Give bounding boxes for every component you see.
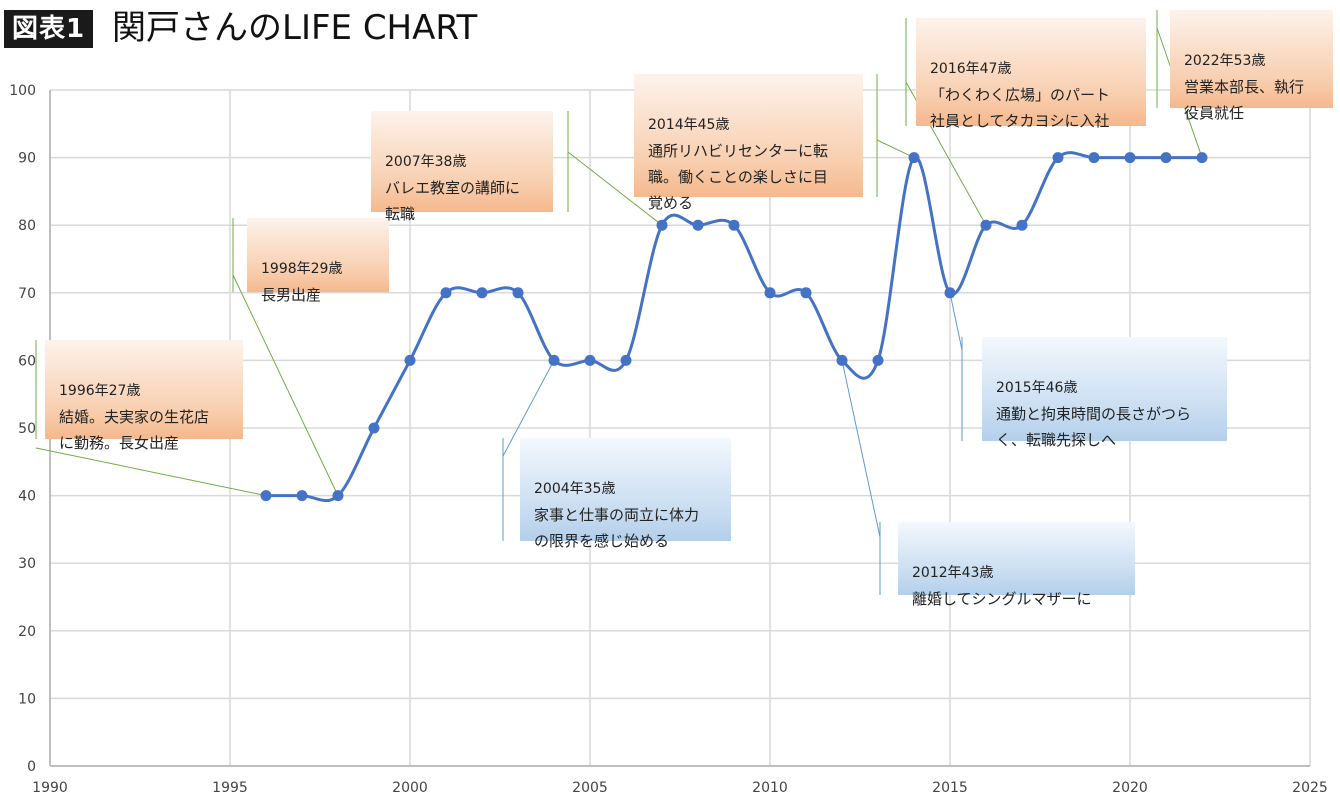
data-point xyxy=(944,287,956,299)
data-point xyxy=(1052,152,1064,164)
annotation-1998: 1998年29歳 長男出産 xyxy=(247,218,389,304)
y-tick-label: 30 xyxy=(18,556,36,572)
annotation-2007: 2007年38歳バレエ教室の講師に 転職 xyxy=(371,111,553,223)
annotation-year: 2012年43歳 xyxy=(912,565,994,581)
annotation-year: 2007年38歳 xyxy=(385,154,467,170)
data-point xyxy=(260,490,272,502)
annotation-2016: 2016年47歳「わくわく広場」のパート 社員としてタカヨシに入社 xyxy=(916,18,1146,130)
data-point xyxy=(692,219,704,231)
data-point xyxy=(1196,152,1208,164)
y-tick-label: 80 xyxy=(18,218,36,234)
y-tick-label: 20 xyxy=(18,624,36,640)
data-point xyxy=(908,152,920,164)
annotation-leader xyxy=(949,292,963,351)
annotation-text: 家事と仕事の両立に体力 の限界を感じ始める xyxy=(534,506,700,550)
annotation-text: 営業本部長、執行 役員就任 xyxy=(1184,78,1305,122)
annotation-year: 2022年53歳 xyxy=(1184,53,1266,69)
data-point xyxy=(872,354,884,366)
x-tick-label: 2025 xyxy=(1292,780,1328,796)
annotation-leader xyxy=(567,151,663,226)
annotation-leader xyxy=(876,139,915,159)
data-point xyxy=(368,422,380,434)
data-point xyxy=(620,354,632,366)
annotation-2015: 2015年46歳通勤と拘束時間の長さがつら く、転職先探しへ xyxy=(982,337,1227,449)
data-point xyxy=(764,287,776,299)
data-point xyxy=(332,490,344,502)
x-tick-label: 2010 xyxy=(752,780,788,796)
data-point xyxy=(800,287,812,299)
annotation-year: 2004年35歳 xyxy=(534,481,616,497)
figure-tag: 図表1 xyxy=(4,10,94,48)
data-point xyxy=(836,354,848,366)
data-point xyxy=(548,354,560,366)
y-tick-label: 60 xyxy=(18,353,36,369)
data-point xyxy=(656,219,668,231)
y-tick-label: 70 xyxy=(18,286,36,302)
annotation-text: 通所リハビリセンターに転 職。働くことの楽しさに目 覚める xyxy=(648,142,829,212)
annotation-leader xyxy=(232,274,339,496)
x-tick-label: 2015 xyxy=(932,780,968,796)
data-point xyxy=(296,490,308,502)
annotation-1996: 1996年27歳結婚。夫実家の生花店 に勤務。長女出産 xyxy=(45,340,243,452)
y-tick-label: 40 xyxy=(18,489,36,505)
annotation-2012: 2012年43歳離婚してシングルマザーに xyxy=(898,522,1135,608)
x-tick-label: 2005 xyxy=(572,780,608,796)
annotation-year: 1998年29歳 xyxy=(261,261,343,277)
annotation-leader xyxy=(841,360,881,538)
annotation-2022: 2022年53歳営業本部長、執行 役員就任 xyxy=(1170,10,1333,122)
annotation-2014: 2014年45歳通所リハビリセンターに転 職。働くことの楽しさに目 覚める xyxy=(634,74,863,212)
annotation-year: 2016年47歳 xyxy=(930,61,1012,77)
annotation-2004: 2004年35歳家事と仕事の両立に体力 の限界を感じ始める xyxy=(520,438,731,550)
x-tick-label: 1995 xyxy=(212,780,248,796)
x-tick-label: 2000 xyxy=(392,780,428,796)
y-tick-label: 10 xyxy=(18,691,36,707)
annotation-text: バレエ教室の講師に 転職 xyxy=(385,179,521,223)
annotation-year: 2014年45歳 xyxy=(648,117,730,133)
annotation-text: 結婚。夫実家の生花店 に勤務。長女出産 xyxy=(59,408,210,452)
annotation-leader xyxy=(35,447,267,497)
annotation-year: 2015年46歳 xyxy=(996,380,1078,396)
series-line xyxy=(266,151,1202,503)
x-tick-label: 1990 xyxy=(32,780,68,796)
y-tick-label: 90 xyxy=(18,151,36,167)
data-point xyxy=(512,287,524,299)
data-point xyxy=(1160,152,1172,164)
data-point xyxy=(728,219,740,231)
data-point xyxy=(440,287,452,299)
annotation-year: 1996年27歳 xyxy=(59,383,141,399)
x-tick-label: 2020 xyxy=(1112,780,1148,796)
y-tick-label: 50 xyxy=(18,421,36,437)
annotation-text: 「わくわく広場」のパート 社員としてタカヨシに入社 xyxy=(930,86,1111,130)
data-point xyxy=(1088,152,1100,164)
annotation-text: 離婚してシングルマザーに xyxy=(912,590,1092,608)
y-tick-label: 0 xyxy=(27,759,36,775)
y-tick-label: 100 xyxy=(9,83,36,99)
chart-title: 関戸さんのLIFE CHART xyxy=(112,8,478,48)
data-point xyxy=(1016,219,1028,231)
data-point xyxy=(404,354,416,366)
annotation-text: 長男出産 xyxy=(261,286,322,304)
data-point xyxy=(1124,152,1136,164)
data-point xyxy=(476,287,488,299)
data-point xyxy=(980,219,992,231)
data-point xyxy=(584,354,596,366)
annotation-text: 通勤と拘束時間の長さがつら く、転職先探しへ xyxy=(996,405,1192,449)
annotation-leader xyxy=(502,360,555,457)
